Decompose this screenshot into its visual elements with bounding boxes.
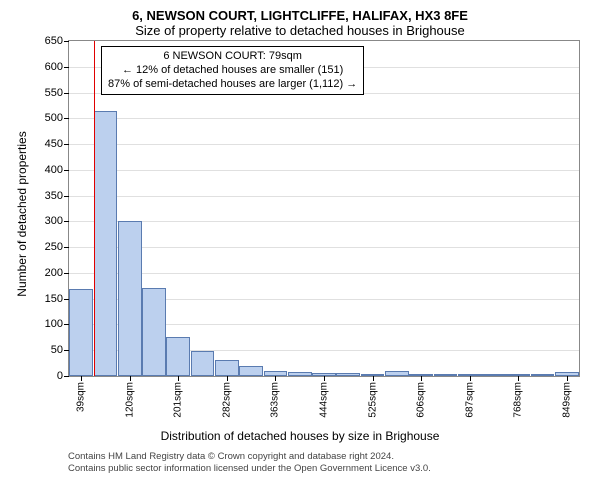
x-tick-mark [421, 376, 422, 381]
histogram-bar [434, 374, 458, 376]
grid-line [69, 221, 579, 222]
page-title: 6, NEWSON COURT, LIGHTCLIFFE, HALIFAX, H… [10, 8, 590, 23]
y-tick-label: 0 [57, 370, 69, 382]
y-tick-label: 650 [45, 35, 69, 47]
y-tick-label: 50 [51, 344, 69, 356]
histogram-bar [288, 372, 312, 376]
chart-container: 6, NEWSON COURT, LIGHTCLIFFE, HALIFAX, H… [0, 0, 600, 500]
x-tick-label: 768sqm [513, 382, 524, 418]
x-tick-label: 849sqm [561, 382, 572, 418]
footer-line2: Contains public sector information licen… [68, 463, 590, 475]
grid-line [69, 247, 579, 248]
x-tick-label: 201sqm [173, 382, 184, 418]
histogram-bar [215, 360, 239, 376]
annotation-line2: ← 12% of detached houses are smaller (15… [108, 64, 357, 78]
x-tick-label: 606sqm [416, 382, 427, 418]
histogram-bar [118, 221, 142, 376]
histogram-bar [336, 373, 360, 376]
x-tick-mark [373, 376, 374, 381]
y-tick-label: 300 [45, 215, 69, 227]
histogram-bar [166, 337, 190, 376]
y-tick-label: 100 [45, 318, 69, 330]
histogram-bar [191, 351, 215, 376]
annotation-line3: 87% of semi-detached houses are larger (… [108, 78, 357, 92]
x-tick-label: 687sqm [464, 382, 475, 418]
footer-line1: Contains HM Land Registry data © Crown c… [68, 451, 590, 463]
chart-plot-area: 6 NEWSON COURT: 79sqm ← 12% of detached … [68, 40, 580, 377]
histogram-bar [239, 366, 263, 376]
y-tick-label: 600 [45, 61, 69, 73]
histogram-bar [142, 288, 166, 376]
y-tick-label: 200 [45, 267, 69, 279]
annotation-box: 6 NEWSON COURT: 79sqm ← 12% of detached … [101, 46, 364, 95]
histogram-bar [482, 374, 506, 376]
x-tick-mark [324, 376, 325, 381]
grid-line [69, 170, 579, 171]
x-tick-mark [518, 376, 519, 381]
y-tick-label: 400 [45, 164, 69, 176]
y-tick-label: 550 [45, 87, 69, 99]
grid-line [69, 196, 579, 197]
y-tick-label: 450 [45, 138, 69, 150]
y-tick-label: 350 [45, 190, 69, 202]
footer: Contains HM Land Registry data © Crown c… [68, 451, 590, 476]
y-tick-label: 150 [45, 293, 69, 305]
histogram-bar [69, 289, 93, 376]
histogram-bar [94, 111, 118, 376]
x-axis-label: Distribution of detached houses by size … [10, 429, 590, 443]
grid-line [69, 118, 579, 119]
x-tick-mark [130, 376, 131, 381]
x-tick-mark [567, 376, 568, 381]
x-tick-mark [227, 376, 228, 381]
x-tick-mark [470, 376, 471, 381]
x-tick-label: 39sqm [76, 382, 87, 412]
grid-line [69, 144, 579, 145]
x-tick-label: 282sqm [221, 382, 232, 418]
reference-line [94, 41, 95, 376]
x-tick-mark [178, 376, 179, 381]
histogram-bar [531, 374, 555, 376]
x-tick-label: 363sqm [270, 382, 281, 418]
histogram-bar [385, 371, 409, 376]
y-tick-label: 500 [45, 112, 69, 124]
page-subtitle: Size of property relative to detached ho… [10, 23, 590, 38]
x-tick-mark [81, 376, 82, 381]
x-tick-mark [275, 376, 276, 381]
x-tick-label: 120sqm [124, 382, 135, 418]
y-tick-label: 250 [45, 241, 69, 253]
x-tick-label: 444sqm [319, 382, 330, 418]
annotation-line1: 6 NEWSON COURT: 79sqm [108, 50, 357, 64]
y-axis-label: Number of detached properties [15, 131, 29, 296]
x-tick-label: 525sqm [367, 382, 378, 418]
grid-line [69, 273, 579, 274]
